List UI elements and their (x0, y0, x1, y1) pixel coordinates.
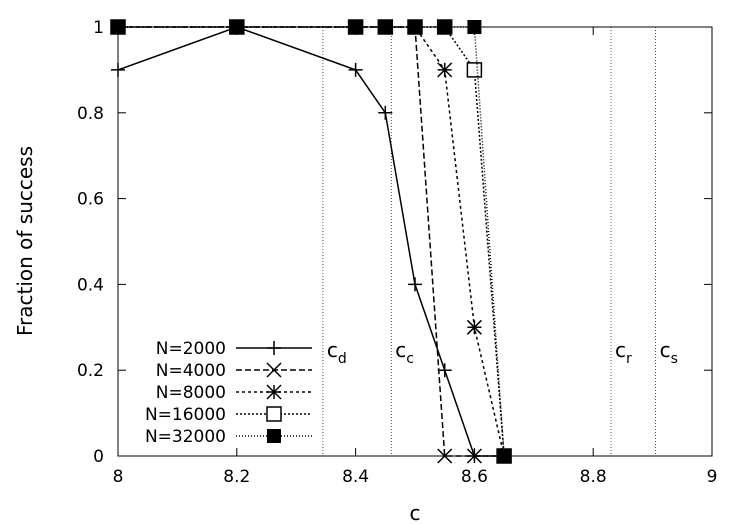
legend-label: N=4000 (156, 361, 226, 381)
plus-marker (111, 62, 125, 77)
filled-square-marker (437, 20, 452, 34)
legend-label: N=16000 (145, 405, 226, 425)
y-tick-label: 0.2 (77, 361, 104, 381)
plus-marker (267, 341, 281, 355)
filled-square-marker (408, 20, 422, 34)
plus-marker (408, 277, 422, 292)
y-tick-label: 1 (93, 18, 104, 38)
threshold-label: cr (615, 338, 632, 367)
series-group (110, 19, 512, 464)
x-tick-label: 8.2 (223, 467, 250, 487)
threshold-lines: cd cc cr cs (322, 27, 678, 456)
series-line (117, 26, 505, 457)
filled-square-marker (467, 20, 482, 34)
filled-square-marker (267, 429, 281, 443)
x-tick-label: 8.6 (461, 467, 488, 487)
y-axis-title: Fraction of success (13, 146, 37, 336)
x-tick-label: 8.4 (342, 467, 369, 487)
filled-square-marker (348, 20, 363, 34)
threshold-label: cc (395, 338, 414, 367)
star-marker (266, 384, 282, 400)
x-axis-title: c (410, 501, 421, 525)
star-marker (466, 319, 482, 335)
legend-label: N=8000 (156, 383, 226, 403)
filled-square-marker (111, 20, 125, 34)
axis-ticks: 8 8.2 8.4 8.6 8.8 9 0 0.2 0.4 0.6 0.8 1 (77, 18, 717, 487)
y-tick-label: 0 (93, 447, 104, 467)
cross-marker (466, 448, 482, 464)
plus-marker (378, 105, 393, 120)
x-tick-label: 8.8 (580, 467, 607, 487)
filled-square-marker (497, 449, 512, 463)
x-tick-label: 9 (707, 467, 718, 487)
filled-square-marker (229, 20, 244, 34)
star-marker (437, 62, 453, 78)
cross-marker (266, 362, 282, 378)
y-tick-label: 0.6 (77, 190, 104, 210)
threshold-label: cs (660, 338, 678, 367)
x-tick-label: 8 (113, 467, 124, 487)
y-tick-label: 0.4 (77, 275, 104, 295)
threshold-label: cd (327, 338, 347, 367)
cross-marker (437, 448, 453, 464)
legend-label: N=32000 (145, 427, 226, 447)
filled-square-marker (378, 20, 393, 34)
legend-label: N=2000 (156, 339, 226, 359)
open-square-marker (466, 62, 483, 78)
open-square-marker (266, 406, 282, 422)
plus-marker (348, 62, 363, 77)
series-N=32000 (111, 20, 512, 463)
y-tick-label: 0.8 (77, 104, 104, 124)
plus-marker (437, 363, 452, 378)
